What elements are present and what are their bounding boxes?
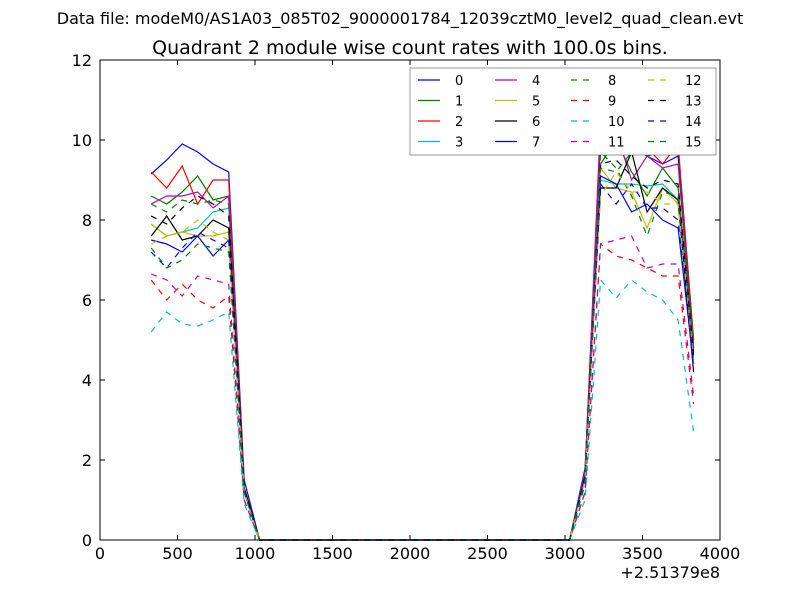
legend-box — [409, 67, 717, 156]
x-tick-label: 3000 — [545, 544, 586, 563]
x-tick-label: 500 — [162, 544, 193, 563]
x-tick-label: 2000 — [390, 544, 431, 563]
y-tick-label: 8 — [82, 211, 92, 230]
x-tick-label: 1500 — [312, 544, 353, 563]
y-tick-label: 10 — [72, 131, 92, 150]
x-tick-label: 3500 — [622, 544, 663, 563]
legend-label: 1 — [455, 95, 463, 110]
legend-label: 8 — [608, 74, 616, 89]
y-tick-label: 0 — [82, 531, 92, 550]
legend-label: 3 — [455, 136, 463, 151]
legend-label: 7 — [532, 136, 540, 151]
y-tick-label: 12 — [72, 51, 92, 70]
x-tick-label: 4000 — [700, 544, 741, 563]
legend-label: 14 — [685, 115, 702, 130]
x-tick-label: 2500 — [467, 544, 508, 563]
series-line-14 — [150, 182, 695, 541]
x-axis-offset-label: +2.51379e8 — [620, 563, 720, 582]
legend-label: 4 — [532, 74, 540, 89]
legend-label: 6 — [532, 115, 540, 130]
y-tick-label: 2 — [82, 451, 92, 470]
y-tick-label: 4 — [82, 371, 92, 390]
x-axis: 0 500 1000 1500 2000 2500 3000 3500 4000 — [95, 60, 740, 563]
legend-label: 5 — [532, 95, 540, 110]
legend-label: 11 — [608, 136, 625, 151]
legend-label: 2 — [455, 115, 463, 130]
legend-label: 15 — [685, 136, 702, 151]
x-tick-label: 0 — [95, 544, 105, 563]
legend-label: 0 — [455, 74, 463, 89]
suptitle: Data file: modeM0/AS1A03_085T02_90000017… — [57, 9, 743, 29]
series-line-10 — [150, 278, 695, 541]
x-tick-label: 1000 — [235, 544, 276, 563]
legend-label: 13 — [685, 95, 702, 110]
legend-label: 12 — [685, 74, 702, 89]
legend-label: 9 — [608, 95, 616, 110]
chart-title: Quadrant 2 module wise count rates with … — [152, 37, 668, 59]
y-tick-label: 6 — [82, 291, 92, 310]
legend-label: 10 — [608, 115, 625, 130]
